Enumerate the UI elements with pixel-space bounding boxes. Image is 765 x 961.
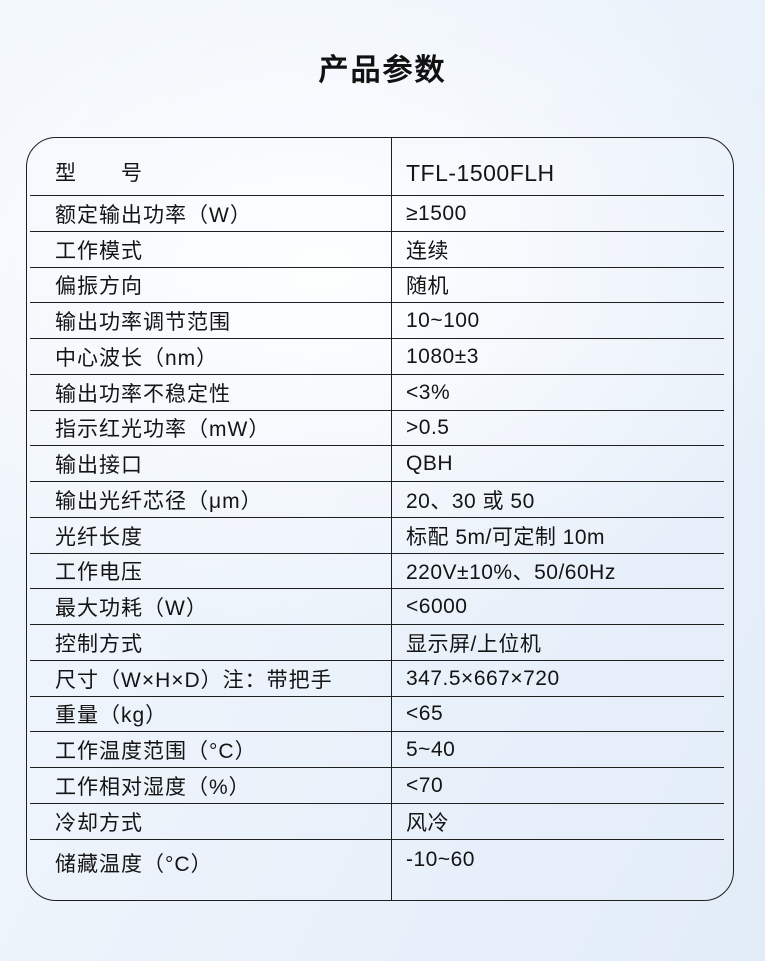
spec-label: 工作相对湿度（%） bbox=[55, 775, 251, 799]
spec-label: 重量（kg） bbox=[55, 704, 168, 728]
spec-row-polarization: 偏振方向 随机 bbox=[27, 268, 733, 304]
spec-value: 随机 bbox=[406, 275, 449, 299]
spec-row-fiber-core-diameter: 输出光纤芯径（μm） 20、30 或 50 bbox=[27, 482, 733, 518]
spec-value: <70 bbox=[406, 773, 444, 797]
spec-label: 偏振方向 bbox=[55, 275, 143, 299]
spec-row-storage-temperature: 储藏温度（°C） -10~60 bbox=[27, 840, 733, 901]
spec-value: <3% bbox=[406, 380, 451, 404]
spec-value: 风冷 bbox=[406, 811, 449, 835]
spec-row-center-wavelength: 中心波长（nm） 1080±3 bbox=[27, 339, 733, 375]
spec-label: 最大功耗（W） bbox=[55, 597, 208, 621]
spec-value: -10~60 bbox=[406, 847, 475, 871]
spec-label: 指示红光功率（mW） bbox=[55, 418, 271, 442]
spec-value: 347.5×667×720 bbox=[406, 666, 560, 690]
spec-label: 输出光纤芯径（μm） bbox=[55, 489, 263, 513]
spec-value: 连续 bbox=[406, 239, 449, 263]
spec-value: 5~40 bbox=[406, 738, 456, 762]
spec-value: <6000 bbox=[406, 595, 468, 619]
product-spec-table: 型 号 TFL-1500FLH 额定输出功率（W） ≥1500 工作模式 连续 … bbox=[26, 137, 734, 901]
spec-label: 尺寸（W×H×D）注：带把手 bbox=[55, 668, 333, 692]
spec-label: 额定输出功率（W） bbox=[55, 203, 252, 227]
spec-row-dimensions: 尺寸（W×H×D）注：带把手 347.5×667×720 bbox=[27, 661, 733, 697]
spec-value: TFL-1500FLH bbox=[406, 160, 555, 186]
spec-row-fiber-length: 光纤长度 标配 5m/可定制 10m bbox=[27, 518, 733, 554]
spec-row-power-instability: 输出功率不稳定性 <3% bbox=[27, 375, 733, 411]
spec-label: 型 号 bbox=[55, 162, 143, 185]
spec-row-relative-humidity: 工作相对湿度（%） <70 bbox=[27, 768, 733, 804]
spec-value: 显示屏/上位机 bbox=[406, 632, 542, 656]
spec-label: 工作模式 bbox=[55, 239, 143, 263]
spec-label: 输出接口 bbox=[55, 454, 143, 478]
spec-value: 标配 5m/可定制 10m bbox=[406, 525, 606, 549]
spec-value: QBH bbox=[406, 452, 454, 476]
spec-label: 工作电压 bbox=[55, 561, 143, 585]
spec-row-cooling-mode: 冷却方式 风冷 bbox=[27, 804, 733, 840]
spec-label: 光纤长度 bbox=[55, 525, 143, 549]
spec-row-model: 型 号 TFL-1500FLH bbox=[27, 138, 733, 196]
spec-label: 输出功率不稳定性 bbox=[55, 382, 231, 406]
spec-value: 10~100 bbox=[406, 309, 480, 333]
spec-value: >0.5 bbox=[406, 416, 450, 440]
spec-row-operation-mode: 工作模式 连续 bbox=[27, 232, 733, 268]
spec-label: 储藏温度（°C） bbox=[55, 852, 213, 876]
spec-row-output-interface: 输出接口 QBH bbox=[27, 446, 733, 482]
spec-label: 工作温度范围（°C） bbox=[55, 740, 257, 764]
spec-row-max-power-consumption: 最大功耗（W） <6000 bbox=[27, 589, 733, 625]
spec-label: 输出功率调节范围 bbox=[55, 311, 231, 335]
spec-label: 中心波长（nm） bbox=[55, 346, 219, 370]
spec-row-power-adjust-range: 输出功率调节范围 10~100 bbox=[27, 303, 733, 339]
spec-row-operating-temperature: 工作温度范围（°C） 5~40 bbox=[27, 732, 733, 768]
spec-value: 220V±10%、50/60Hz bbox=[406, 561, 616, 585]
column-divider bbox=[391, 138, 392, 900]
spec-row-weight: 重量（kg） <65 bbox=[27, 697, 733, 733]
spec-label: 冷却方式 bbox=[55, 811, 143, 835]
page-title: 产品参数 bbox=[318, 54, 447, 87]
spec-value: ≥1500 bbox=[406, 201, 467, 225]
spec-row-red-light-power: 指示红光功率（mW） >0.5 bbox=[27, 411, 733, 447]
spec-value: <65 bbox=[406, 702, 444, 726]
spec-label: 控制方式 bbox=[55, 632, 143, 656]
spec-row-rated-output-power: 额定输出功率（W） ≥1500 bbox=[27, 196, 733, 232]
spec-value: 20、30 或 50 bbox=[406, 489, 535, 513]
spec-value: 1080±3 bbox=[406, 344, 479, 368]
spec-row-control-mode: 控制方式 显示屏/上位机 bbox=[27, 625, 733, 661]
spec-row-operating-voltage: 工作电压 220V±10%、50/60Hz bbox=[27, 554, 733, 590]
